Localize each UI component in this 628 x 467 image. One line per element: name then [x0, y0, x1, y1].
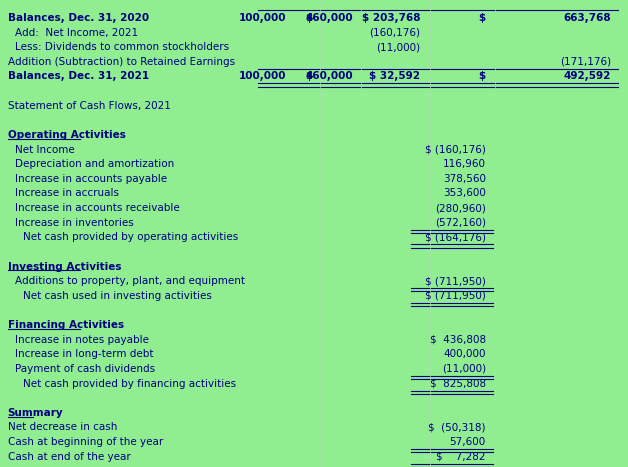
Text: Net Income: Net Income: [15, 145, 75, 155]
Text: Addition (Subtraction) to Retained Earnings: Addition (Subtraction) to Retained Earni…: [8, 57, 235, 67]
Text: $ (160,176): $ (160,176): [425, 145, 486, 155]
Text: Net cash provided by operating activities: Net cash provided by operating activitie…: [23, 233, 239, 242]
Text: 353,600: 353,600: [443, 189, 486, 198]
Text: Balances, Dec. 31, 2020: Balances, Dec. 31, 2020: [8, 13, 149, 23]
Text: Increase in accruals: Increase in accruals: [15, 189, 119, 198]
Text: (11,000): (11,000): [376, 42, 420, 52]
Text: Less: Dividends to common stockholders: Less: Dividends to common stockholders: [15, 42, 229, 52]
Text: Net cash provided by financing activities: Net cash provided by financing activitie…: [23, 379, 236, 389]
Text: (160,176): (160,176): [369, 28, 420, 38]
Text: Operating Activities: Operating Activities: [8, 130, 126, 140]
Text: $: $: [479, 13, 486, 23]
Text: Investing Activities: Investing Activities: [8, 262, 121, 272]
Text: $ (711,950): $ (711,950): [425, 291, 486, 301]
Text: 100,000: 100,000: [239, 13, 286, 23]
Text: $: $: [305, 13, 313, 23]
Text: (280,960): (280,960): [435, 203, 486, 213]
Text: $  (50,318): $ (50,318): [428, 423, 486, 432]
Text: 492,592: 492,592: [563, 71, 611, 81]
Text: 460,000: 460,000: [306, 13, 354, 23]
Text: Net cash used in investing activities: Net cash used in investing activities: [23, 291, 212, 301]
Text: 57,600: 57,600: [450, 437, 486, 447]
Text: $ 32,592: $ 32,592: [369, 71, 420, 81]
Text: Net decrease in cash: Net decrease in cash: [8, 423, 117, 432]
Text: Financing Activities: Financing Activities: [8, 320, 124, 330]
Text: Cash at end of the year: Cash at end of the year: [8, 452, 131, 462]
Text: $: $: [479, 71, 486, 81]
Text: $ (711,950): $ (711,950): [425, 276, 486, 286]
Text: 100,000: 100,000: [239, 71, 286, 81]
Text: Increase in long-term debt: Increase in long-term debt: [15, 349, 154, 359]
Text: 116,960: 116,960: [443, 159, 486, 169]
Text: $: $: [305, 71, 313, 81]
Text: $  825,808: $ 825,808: [430, 379, 486, 389]
Text: Balances, Dec. 31, 2021: Balances, Dec. 31, 2021: [8, 71, 149, 81]
Text: Payment of cash dividends: Payment of cash dividends: [15, 364, 155, 374]
Text: (11,000): (11,000): [442, 364, 486, 374]
Text: Cash at beginning of the year: Cash at beginning of the year: [8, 437, 163, 447]
Text: Depreciation and amortization: Depreciation and amortization: [15, 159, 175, 169]
Text: Additions to property, plant, and equipment: Additions to property, plant, and equipm…: [15, 276, 245, 286]
Text: Increase in notes payable: Increase in notes payable: [15, 335, 149, 345]
Text: Summary: Summary: [8, 408, 63, 418]
Text: 460,000: 460,000: [306, 71, 354, 81]
Text: 663,768: 663,768: [563, 13, 611, 23]
Text: Add:  Net Income, 2021: Add: Net Income, 2021: [15, 28, 138, 38]
Text: (572,160): (572,160): [435, 218, 486, 228]
Text: $  436,808: $ 436,808: [430, 335, 486, 345]
Text: Increase in accounts payable: Increase in accounts payable: [15, 174, 167, 184]
Text: $ 203,768: $ 203,768: [362, 13, 420, 23]
Text: Statement of Cash Flows, 2021: Statement of Cash Flows, 2021: [8, 101, 171, 111]
Text: Increase in inventories: Increase in inventories: [15, 218, 134, 228]
Text: $ (164,176): $ (164,176): [425, 233, 486, 242]
Text: Increase in accounts receivable: Increase in accounts receivable: [15, 203, 180, 213]
Text: (171,176): (171,176): [560, 57, 611, 67]
Text: $    7,282: $ 7,282: [436, 452, 486, 462]
Text: 400,000: 400,000: [443, 349, 486, 359]
Text: 378,560: 378,560: [443, 174, 486, 184]
